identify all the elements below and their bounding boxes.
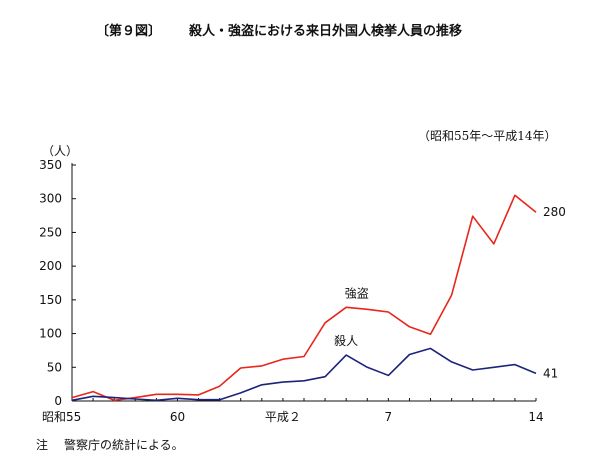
- y-tick-label: 50: [47, 360, 62, 374]
- figure-title: 〔第９図〕 殺人・強盗における来日外国人検挙人員の推移: [96, 20, 462, 39]
- x-tick-label: 14: [528, 410, 543, 424]
- footnote-mark: 注: [36, 438, 49, 452]
- y-tick-label: 200: [39, 259, 62, 273]
- figure-number: 〔第９図〕: [96, 24, 162, 39]
- footnote: 注 警察庁の統計による。: [36, 436, 184, 453]
- y-tick-label: 350: [39, 158, 62, 172]
- y-tick-label: 100: [39, 327, 62, 341]
- y-tick-label: 250: [39, 225, 62, 239]
- x-tick-label: 平成２: [265, 410, 301, 424]
- end-value-label-homicide: 41: [543, 366, 558, 380]
- end-value-label-robbery: 280: [543, 205, 566, 219]
- series-line-robbery: [71, 194, 537, 402]
- footnote-text: 警察庁の統計による。: [64, 438, 184, 452]
- chart-labels: 0 50 100 150 200 250 300 350（人） 昭和55 60 平成２ 7 14 280 4…: [39, 144, 566, 424]
- x-tick-label: 7: [385, 410, 393, 424]
- chart-title: 殺人・強盗における来日外国人検挙人員の推移: [189, 24, 463, 39]
- series-name-label-robbery: 強盗: [345, 285, 369, 300]
- x-tick-label: 昭和55: [42, 410, 81, 424]
- period-label: （昭和55年～平成14年）: [418, 129, 557, 143]
- series-line-homicide: [71, 347, 537, 402]
- y-tick-label: 300: [39, 192, 62, 206]
- chart-lines: [71, 194, 537, 402]
- series-name-label-homicide: 殺人: [334, 334, 358, 348]
- y-tick-label: 0: [54, 394, 62, 408]
- y-tick-label: 150: [39, 293, 62, 307]
- x-tick-label: 60: [170, 410, 185, 424]
- y-axis-unit-label: （人）: [42, 144, 78, 158]
- chart-axes: [71, 163, 537, 402]
